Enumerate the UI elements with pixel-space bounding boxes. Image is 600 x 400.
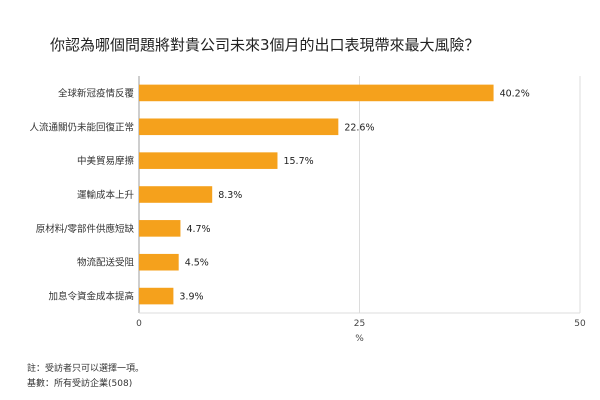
value-label: 4.5% (185, 258, 209, 269)
bar (139, 84, 494, 102)
category-label: 加息令資金成本提高 (48, 291, 134, 303)
value-label: 40.2% (500, 88, 530, 99)
bar (139, 287, 174, 305)
x-axis-title: % (355, 334, 364, 344)
category-label: 全球新冠疫情反覆 (58, 87, 135, 99)
bar (139, 118, 339, 136)
value-label: 8.3% (218, 190, 242, 201)
category-label: 物流配送受阻 (77, 257, 135, 269)
value-label: 22.6% (344, 122, 374, 133)
bar (139, 220, 181, 237)
category-label: 原材料/零部件供應短缺 (36, 223, 135, 235)
bar (139, 186, 213, 203)
chart-title: 你認為哪個問題將對貴公司未來3個月的出口表現帶來最大風險？ (50, 36, 480, 54)
bar (139, 253, 179, 271)
value-label: 3.9% (179, 292, 203, 303)
x-tick-label: 25 (354, 319, 365, 329)
labels: 0 25 50 全球新冠疫情反覆 40.2% 人流通關仍未能回復正常 22.6% 中美貿易摩擦… (29, 87, 586, 329)
value-label: 4.7% (186, 224, 210, 235)
value-label: 15.7% (283, 156, 313, 167)
category-label: 人流通關仍未能回復正常 (29, 121, 134, 133)
category-label: 運輸成本上升 (77, 189, 135, 201)
x-tick-label: 0 (136, 319, 142, 329)
x-tick-label: 50 (574, 319, 586, 329)
bar (139, 152, 278, 169)
category-label: 中美貿易摩擦 (77, 155, 135, 167)
footnote-note: 註：受訪者只可以選擇一項。 (27, 364, 145, 374)
bars (139, 84, 494, 305)
footnote-base: 基數：所有受訪企業(508) (27, 379, 133, 389)
